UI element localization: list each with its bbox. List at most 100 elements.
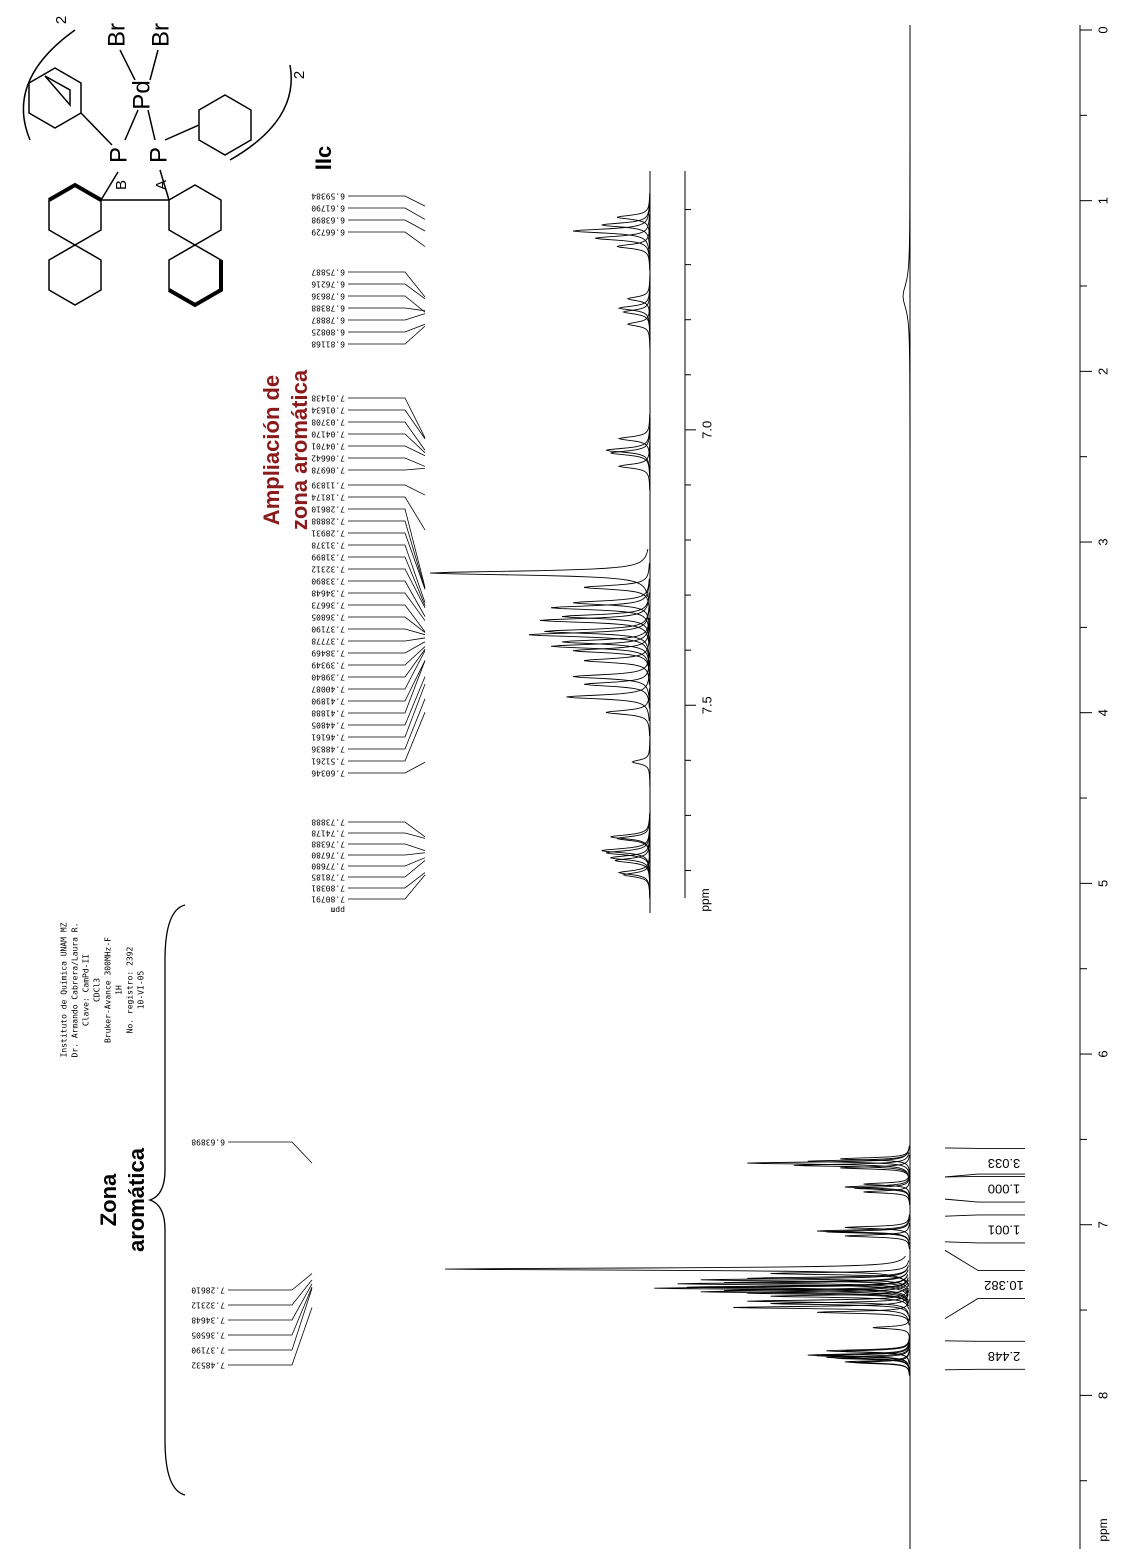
peak-label: 7.36805 <box>311 613 345 622</box>
peak-label: 7.28610 <box>191 1286 225 1295</box>
leader-line <box>348 843 426 851</box>
peak-label: 7.32312 <box>311 565 345 574</box>
leader-line <box>348 712 426 762</box>
peak <box>617 442 651 491</box>
leader-line <box>228 1273 313 1291</box>
leader-line <box>348 857 426 867</box>
leader-line <box>228 1286 313 1336</box>
annotation: zona aromática <box>287 369 312 530</box>
integral-bracket <box>944 1241 1025 1244</box>
peak-label: 7.44805 <box>311 721 345 730</box>
leader-line <box>348 641 426 654</box>
x-axis-label: ppm <box>1096 1518 1110 1541</box>
peak-label: 6.59384 <box>311 192 345 201</box>
peak <box>747 1280 909 1307</box>
leader-line <box>348 832 426 839</box>
leader-line <box>348 207 426 220</box>
leader-line <box>348 325 426 345</box>
leader-line <box>348 409 426 440</box>
x-tick-label: 2 <box>1095 368 1110 375</box>
peak <box>631 737 651 786</box>
peak <box>605 828 651 877</box>
peak <box>816 1342 910 1369</box>
leader-line <box>348 676 426 726</box>
integral-bracket <box>944 1298 1025 1319</box>
peak <box>528 610 650 659</box>
peak <box>770 1260 910 1287</box>
peak-label: 6.63898 <box>191 1138 225 1147</box>
peak-label: 7.01634 <box>311 406 345 415</box>
peak-label: 7.28610 <box>311 505 345 514</box>
integral-value: 10.382 <box>984 1278 1024 1293</box>
peak <box>429 548 649 598</box>
peak-label: 7.73888 <box>311 818 345 827</box>
leader-line <box>348 532 426 590</box>
x-tick-label: 5 <box>1095 880 1110 887</box>
info-line: Bruker-Avance 300MHz-F <box>104 937 113 1043</box>
leader-line <box>348 698 426 750</box>
x-tick-label: 7.5 <box>699 696 714 714</box>
peak-label: 7.40087 <box>311 685 345 694</box>
leader-line <box>348 195 426 207</box>
annotation: aromática <box>124 1147 149 1252</box>
info-line: Dr. Armando Cabrera/Laura R. <box>71 923 80 1058</box>
leader-line <box>348 660 426 702</box>
integral-bracket <box>944 1173 1025 1178</box>
peak-label: 7.78185 <box>311 873 345 882</box>
leader-line <box>348 307 426 312</box>
peak <box>572 652 650 701</box>
peak-label: 6.76216 <box>311 280 345 289</box>
integral-bracket <box>944 1175 1025 1178</box>
x-tick-label: 6 <box>1095 1050 1110 1057</box>
leader-line <box>348 761 426 774</box>
leader-line <box>348 219 426 232</box>
leader-line <box>348 580 426 617</box>
peak <box>863 1178 910 1205</box>
peak-label: 7.46161 <box>311 733 345 742</box>
annotation: Ampliación de <box>259 375 284 525</box>
peak-label: 7.80791 <box>311 895 345 904</box>
peak-label: 7.11839 <box>311 481 345 490</box>
info-line: 1H <box>115 985 124 995</box>
peak-label-unit: ppm <box>330 906 345 915</box>
peak-label: 7.74178 <box>311 829 345 838</box>
peak <box>572 626 650 675</box>
peak-label: 7.48532 <box>191 1361 225 1370</box>
leader-line <box>348 445 426 457</box>
leader-line <box>348 496 426 531</box>
peak-label: 7.39840 <box>311 673 345 682</box>
peak-label: 7.38469 <box>311 649 345 658</box>
info-line: No. registro: 2392 <box>126 946 135 1033</box>
peak <box>677 1270 909 1297</box>
atom-label: Br <box>147 23 174 47</box>
subscript: 2 <box>53 16 70 24</box>
leader-line <box>348 467 426 471</box>
integral-value: 3.033 <box>988 1156 1021 1171</box>
peak-label: 6.66729 <box>311 228 345 237</box>
peak <box>747 1288 909 1315</box>
peak <box>622 287 651 337</box>
x-tick-label: 4 <box>1095 709 1110 716</box>
leader-line <box>348 231 426 247</box>
leader-line <box>228 1283 313 1321</box>
x-tick-label: 7.0 <box>699 421 714 439</box>
peak <box>835 1345 910 1372</box>
peak-label: 7.37190 <box>311 625 345 634</box>
peak <box>700 1266 909 1293</box>
info-line: Clave: CamPd-II <box>82 954 91 1026</box>
leader-line <box>348 637 426 642</box>
peak-label: 7.28888 <box>311 517 345 526</box>
peak-label: 6.63898 <box>311 216 345 225</box>
leader-line <box>348 660 426 714</box>
peak <box>747 1149 909 1177</box>
subscript: 2 <box>291 71 308 79</box>
leader-line <box>348 860 426 878</box>
peak-label: 7.36505 <box>191 1331 225 1340</box>
peak <box>622 850 651 899</box>
peak-label: 7.37778 <box>311 637 345 646</box>
peak-label: 7.03708 <box>311 418 345 427</box>
peak <box>617 414 651 463</box>
leader-line <box>348 484 426 496</box>
leader-line <box>348 556 426 606</box>
